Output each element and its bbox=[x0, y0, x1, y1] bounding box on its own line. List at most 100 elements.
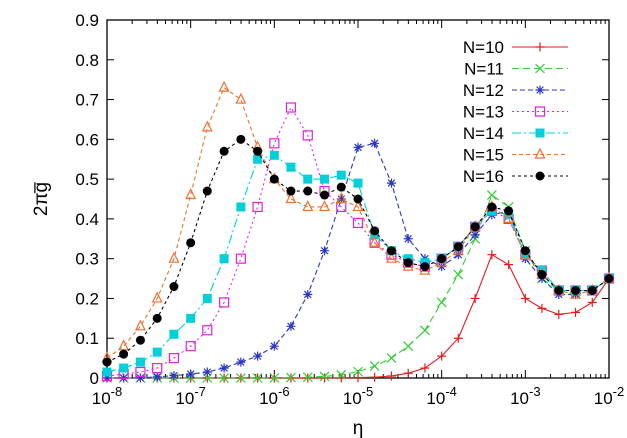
data-point bbox=[219, 146, 229, 156]
data-point bbox=[169, 329, 179, 339]
legend-marker bbox=[534, 147, 546, 159]
data-point bbox=[504, 260, 514, 270]
data-point bbox=[403, 234, 413, 244]
data-point bbox=[470, 230, 480, 240]
y-tick-label: 0.8 bbox=[75, 51, 99, 70]
data-point bbox=[168, 251, 180, 263]
x-tick-label: 10-5 bbox=[343, 384, 373, 408]
data-point bbox=[269, 373, 280, 383]
legend-marker bbox=[535, 171, 545, 181]
data-point bbox=[253, 146, 263, 156]
y-tick-label: 0.3 bbox=[75, 250, 99, 269]
data-point bbox=[353, 178, 363, 188]
data-point bbox=[520, 293, 530, 303]
y-axis-label: 2πg̅ bbox=[31, 182, 52, 216]
data-point bbox=[353, 194, 363, 204]
data-point bbox=[286, 186, 296, 196]
x-tick-label: 10-2 bbox=[594, 384, 624, 408]
data-point bbox=[135, 373, 145, 383]
data-point bbox=[453, 333, 463, 343]
data-point bbox=[486, 190, 497, 200]
data-point bbox=[336, 170, 346, 180]
data-point bbox=[420, 262, 430, 272]
legend-label: N=16 bbox=[463, 167, 504, 186]
data-point bbox=[168, 353, 180, 364]
data-point bbox=[253, 154, 263, 164]
legend-item: N=11 bbox=[464, 60, 568, 79]
data-point bbox=[369, 361, 380, 371]
y-tick-label: 0.7 bbox=[75, 91, 99, 110]
data-point bbox=[152, 372, 162, 382]
data-point bbox=[386, 353, 397, 364]
data-point bbox=[320, 190, 330, 200]
legend-label: N=15 bbox=[463, 146, 504, 165]
data-point bbox=[235, 373, 246, 383]
x-tick-label: 10-7 bbox=[175, 384, 205, 408]
legend-label: N=14 bbox=[463, 124, 504, 143]
data-point bbox=[253, 351, 263, 361]
legend-item: N=12 bbox=[463, 81, 568, 100]
data-point bbox=[169, 371, 179, 381]
data-point bbox=[353, 373, 363, 383]
data-point bbox=[403, 341, 414, 352]
data-point bbox=[235, 253, 246, 264]
data-point bbox=[487, 250, 497, 260]
data-point bbox=[436, 297, 447, 308]
data-point bbox=[420, 325, 430, 336]
y-tick-label: 0 bbox=[90, 369, 99, 388]
legend-item: N=13 bbox=[463, 103, 568, 122]
data-point bbox=[587, 285, 597, 295]
data-point bbox=[386, 371, 396, 381]
data-point bbox=[336, 182, 346, 192]
data-point bbox=[370, 226, 380, 236]
data-point bbox=[353, 142, 363, 152]
data-point bbox=[152, 362, 163, 374]
data-point bbox=[186, 369, 196, 379]
data-point bbox=[554, 309, 564, 319]
data-point bbox=[252, 373, 263, 383]
data-point bbox=[269, 174, 279, 184]
data-point bbox=[134, 319, 146, 331]
data-point bbox=[202, 367, 212, 377]
legend-label: N=12 bbox=[463, 81, 504, 100]
data-point bbox=[269, 341, 279, 351]
data-point bbox=[218, 80, 230, 92]
data-point bbox=[169, 282, 179, 292]
data-point bbox=[303, 289, 313, 299]
legend-label: N=13 bbox=[463, 103, 504, 122]
y-axis: 0 0.1 0.2 0.3 0.4 0.5 0.6 0.7 0.8 0.9 bbox=[75, 11, 609, 388]
legend-item: N=10 bbox=[463, 38, 568, 57]
data-point bbox=[186, 313, 196, 323]
data-point bbox=[302, 200, 314, 212]
data-point bbox=[336, 369, 347, 380]
y-tick-label: 0.1 bbox=[75, 329, 99, 348]
data-point bbox=[102, 357, 112, 367]
data-point bbox=[352, 217, 364, 228]
data-point bbox=[302, 372, 313, 383]
x-tick-label: 10-8 bbox=[92, 384, 122, 408]
data-point bbox=[151, 291, 163, 303]
plot-area: 00.10.20.30.40.50.60.70.80.9 10-8 10-7 10-… bbox=[75, 11, 624, 408]
data-point bbox=[336, 194, 346, 204]
y-tick-label: 0.4 bbox=[75, 210, 99, 229]
data-point bbox=[135, 366, 146, 378]
series-line bbox=[107, 142, 610, 379]
data-point bbox=[335, 192, 347, 204]
y-tick-label: 0.5 bbox=[75, 170, 99, 189]
data-point bbox=[369, 235, 381, 247]
series-layer bbox=[101, 80, 615, 383]
series-line bbox=[106, 138, 610, 363]
legend-item: N=14 bbox=[463, 124, 568, 143]
data-point bbox=[302, 130, 313, 141]
data-point bbox=[252, 201, 263, 213]
data-point bbox=[186, 238, 196, 248]
data-point bbox=[102, 373, 112, 383]
legend-label: N=10 bbox=[463, 38, 504, 57]
data-point bbox=[202, 186, 212, 196]
series-line bbox=[106, 86, 610, 359]
data-point bbox=[503, 212, 515, 223]
data-point bbox=[453, 242, 463, 252]
data-point bbox=[604, 274, 614, 284]
data-point bbox=[152, 313, 162, 323]
